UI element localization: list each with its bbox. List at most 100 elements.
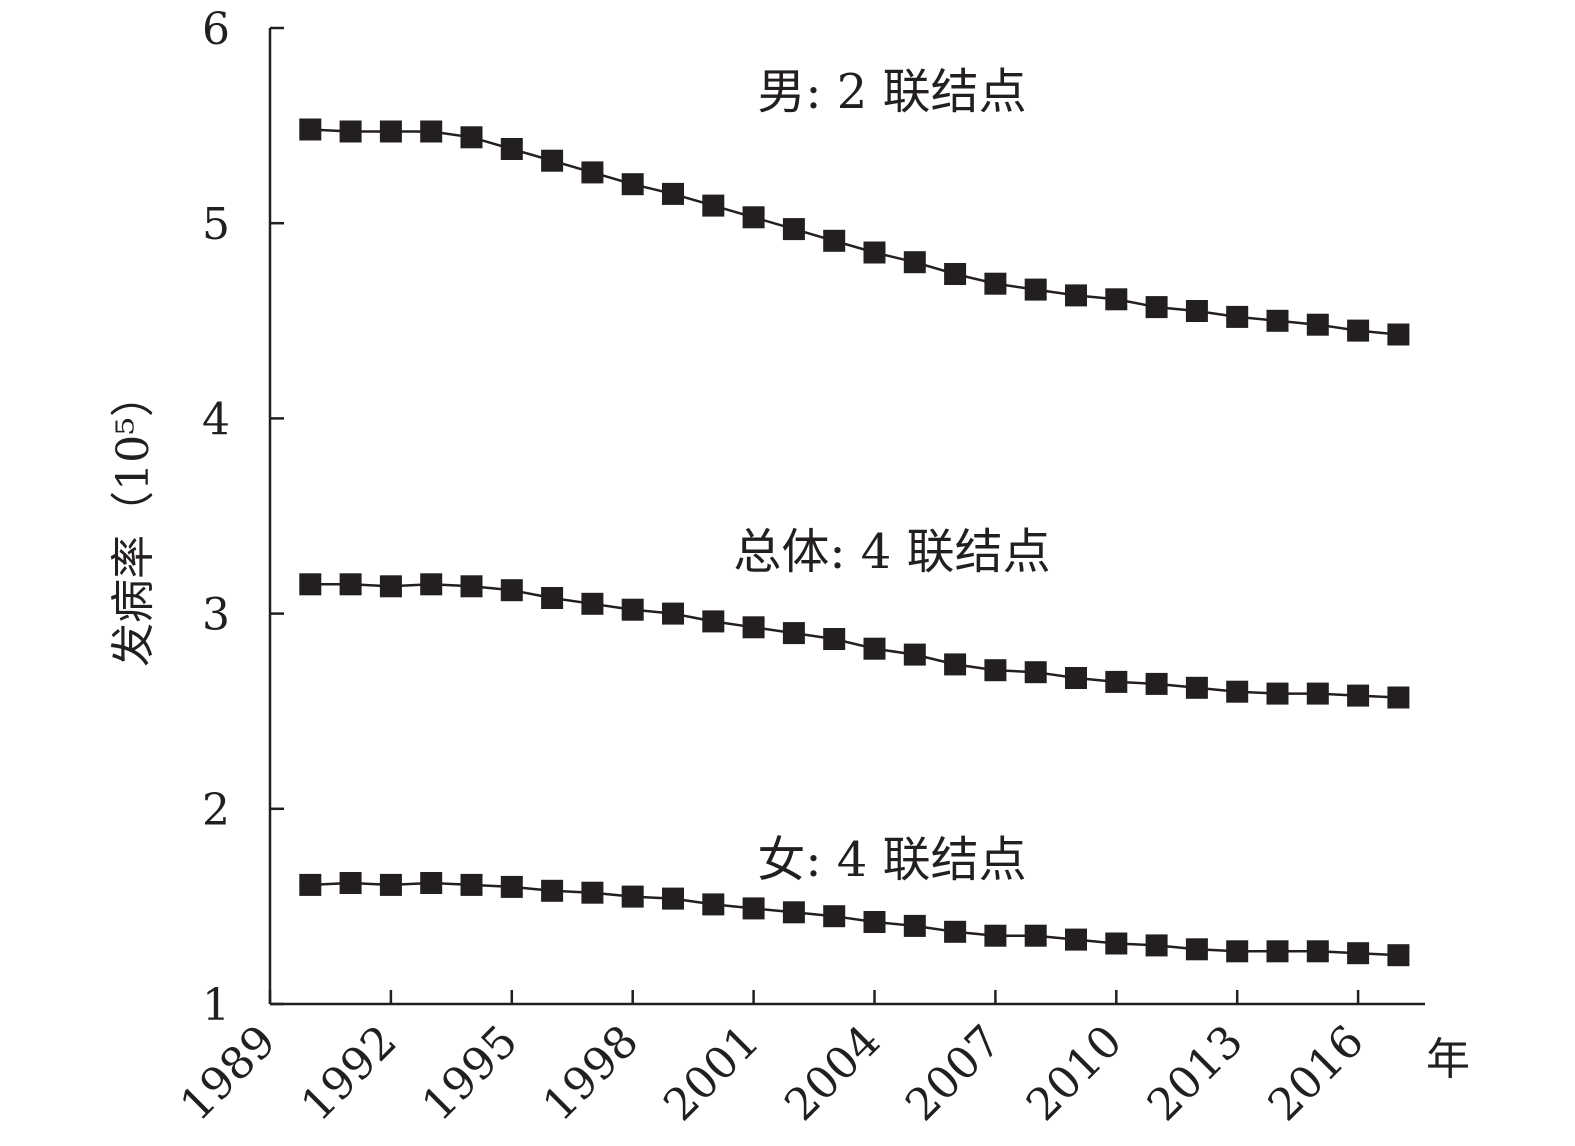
x-tick-label: 2001: [654, 1016, 769, 1131]
data-point: [1306, 313, 1329, 336]
data-point: [500, 875, 523, 898]
x-tick-label: 1995: [412, 1016, 527, 1131]
y-tick-label: 3: [202, 590, 230, 641]
data-point: [1306, 940, 1329, 963]
data-point: [984, 924, 1007, 947]
data-point: [944, 263, 967, 285]
data-point: [1105, 932, 1128, 955]
data-point: [823, 628, 846, 650]
data-point: [621, 885, 644, 908]
data-point: [742, 897, 765, 920]
data-point: [1024, 924, 1047, 947]
data-point: [1185, 938, 1208, 961]
data-point: [460, 873, 483, 896]
data-point: [339, 120, 362, 143]
data-point: [541, 149, 564, 172]
data-point: [702, 610, 725, 633]
data-point: [1105, 670, 1128, 693]
x-tick-label: 1989: [171, 1016, 286, 1131]
data-point: [581, 161, 604, 184]
data-point: [1185, 676, 1208, 699]
y-tick-label: 1: [202, 980, 230, 1031]
data-point: [702, 194, 725, 217]
data-point: [944, 920, 967, 943]
data-point: [339, 872, 362, 894]
series-line: [310, 128, 1399, 336]
series-female: 女: 4 联结点: [299, 832, 1410, 967]
data-point: [782, 218, 805, 241]
data-point: [1185, 300, 1208, 322]
data-point: [299, 118, 322, 141]
x-tick-label: 2010: [1017, 1016, 1132, 1131]
x-tick-label: 2007: [896, 1016, 1011, 1131]
y-tick-label: 5: [202, 199, 230, 250]
data-point: [299, 573, 322, 596]
data-point: [782, 622, 805, 645]
x-tick-label: 1992: [291, 1016, 406, 1131]
data-point: [1145, 672, 1168, 695]
data-point: [339, 573, 362, 596]
data-point: [823, 905, 846, 928]
data-point: [984, 659, 1007, 682]
y-axis-title: 发病率（10⁵）: [108, 373, 159, 667]
series-label: 总体: 4 联结点: [733, 524, 1050, 580]
data-point: [662, 887, 684, 910]
data-point: [1266, 940, 1289, 963]
data-point: [621, 598, 644, 621]
data-point: [903, 643, 926, 666]
data-point: [500, 579, 523, 602]
data-point: [420, 573, 443, 596]
data-point: [1226, 680, 1249, 703]
data-point: [1065, 667, 1087, 689]
data-point: [379, 873, 402, 896]
data-point: [1347, 942, 1370, 965]
data-point: [1024, 661, 1047, 684]
data-point: [944, 653, 967, 676]
data-point: [863, 241, 886, 264]
data-point: [1105, 288, 1128, 311]
data-point: [662, 602, 684, 625]
data-point: [903, 914, 926, 937]
series-label: 女: 4 联结点: [757, 832, 1026, 888]
data-point: [1266, 309, 1289, 332]
data-point: [1266, 682, 1289, 705]
data-point: [460, 575, 483, 598]
y-tick-label: 6: [202, 4, 230, 55]
data-point: [1024, 278, 1047, 301]
data-point: [782, 901, 805, 924]
data-point: [379, 120, 402, 143]
data-point: [742, 616, 765, 639]
x-tick-label: 2016: [1259, 1016, 1374, 1131]
data-point: [1145, 934, 1168, 957]
data-point: [581, 881, 604, 904]
data-point: [1065, 928, 1087, 951]
data-point: [420, 872, 443, 894]
data-point: [1226, 940, 1249, 963]
data-point: [863, 911, 886, 933]
data-point: [299, 873, 322, 896]
series-male: 男: 2 联结点: [299, 64, 1410, 346]
data-point: [1347, 319, 1370, 342]
series-line: [310, 583, 1399, 699]
data-point: [541, 879, 564, 902]
data-point: [420, 120, 443, 143]
x-axis-title: 年: [1426, 1034, 1470, 1085]
data-point: [1065, 284, 1087, 307]
data-point: [702, 893, 725, 916]
y-tick-label: 4: [202, 394, 230, 445]
x-tick-label: 2013: [1138, 1016, 1253, 1131]
data-point: [823, 229, 846, 252]
data-point: [581, 592, 604, 615]
data-point: [662, 182, 684, 205]
data-point: [863, 637, 886, 660]
data-point: [621, 173, 644, 196]
data-point: [1347, 684, 1370, 707]
data-point: [742, 206, 765, 229]
data-point: [541, 587, 564, 609]
data-point: [1306, 682, 1329, 705]
data-point: [460, 126, 483, 149]
data-point: [1387, 323, 1410, 346]
data-point: [1387, 944, 1410, 967]
